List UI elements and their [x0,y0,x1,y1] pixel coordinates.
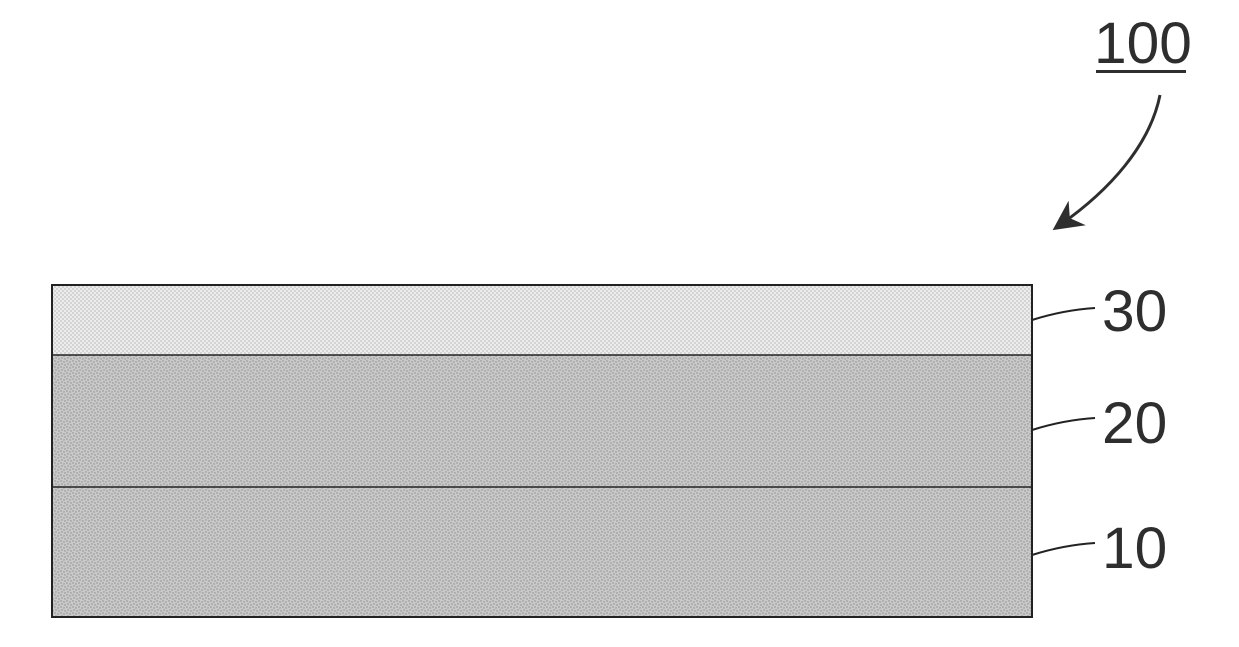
layer-10-label: 10 [1102,515,1167,582]
layer-10-leader [0,0,1239,647]
figure-canvas: 100 302010 [0,0,1239,647]
